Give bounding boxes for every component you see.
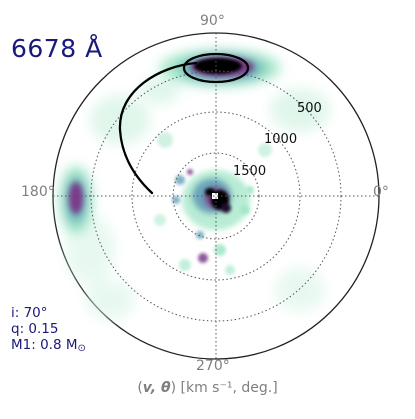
primary-mass-label: M1: 0.8 M⊙ [11, 337, 86, 357]
radial-label-500: 500 [297, 101, 322, 116]
wavelength-label: 6678 Å [11, 34, 103, 63]
axis-caption: (v, θ) [km s⁻¹, deg.] [0, 380, 415, 396]
angle-label-90: 90° [200, 13, 225, 29]
angle-label-180: 180° [21, 184, 55, 200]
grid-circle-1000 [131, 111, 301, 281]
stream-trajectory-curve [118, 61, 198, 195]
angle-label-0: 0° [373, 184, 389, 200]
angle-label-270: 270° [196, 358, 230, 374]
radial-label-1500: 1500 [233, 164, 266, 179]
axis-caption-prefix: ( [137, 380, 143, 396]
primary-mass-value: M1: 0.8 M [11, 337, 78, 353]
axis-caption-suffix: ) [km s⁻¹, deg.] [170, 380, 278, 396]
grid-circle-1500 [172, 152, 260, 240]
mass-ratio-label: q: 0.15 [11, 321, 59, 337]
radial-label-1000: 1000 [264, 132, 297, 147]
system-parameters: i: 70° q: 0.15 M1: 0.8 M⊙ [11, 305, 86, 357]
axis-caption-symbols: v, θ [142, 380, 171, 396]
solar-mass-symbol: ⊙ [77, 343, 86, 354]
roche-lobe-outline [182, 52, 250, 84]
inclination-label: i: 70° [11, 305, 48, 321]
